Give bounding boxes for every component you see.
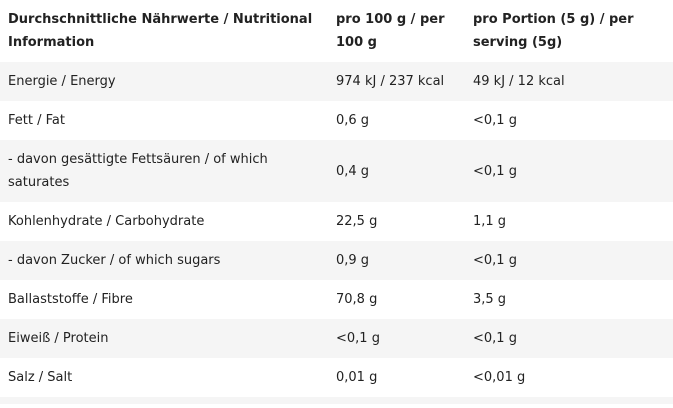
value-per-portion: <0,1 g xyxy=(473,113,517,128)
value-per-100g: 70,8 g xyxy=(336,292,378,307)
value-per-100g: 974 kJ / 237 kcal xyxy=(336,74,445,89)
value-per-portion: 3,5 g xyxy=(473,292,507,307)
header-nutrient: Durchschnittliche Nährwerte / Nutritiona… xyxy=(8,12,313,50)
value-per-portion: <0,1 g xyxy=(473,163,517,179)
nutrition-table: Durchschnittliche Nährwerte / Nutritiona… xyxy=(0,0,673,397)
row-saturates: - davon gesättigte Fettsäuren / of which… xyxy=(0,140,673,202)
nutrient-label: - davon Zucker / of which sugars xyxy=(8,253,221,268)
value-per-100g: 0,01 g xyxy=(336,370,378,385)
value-per-portion: 49 kJ / 12 kcal xyxy=(473,74,565,89)
header-row: Durchschnittliche Nährwerte / Nutritiona… xyxy=(0,0,673,62)
row-protein: Eiweiß / Protein <0,1 g <0,1 g xyxy=(0,319,673,358)
nutrient-label: Eiweiß / Protein xyxy=(8,331,109,346)
row-fat: Fett / Fat 0,6 g <0,1 g xyxy=(0,101,673,140)
value-per-portion: 1,1 g xyxy=(473,214,507,229)
nutrient-label: Salz / Salt xyxy=(8,370,73,385)
nutrient-label: Energie / Energy xyxy=(8,74,116,89)
nutrient-label: Ballaststoffe / Fibre xyxy=(8,292,133,307)
value-per-100g: <0,1 g xyxy=(336,331,380,346)
table-header: Durchschnittliche Nährwerte / Nutritiona… xyxy=(0,0,673,62)
table-body: Energie / Energy 974 kJ / 237 kcal 49 kJ… xyxy=(0,62,673,397)
row-carbohydrate: Kohlenhydrate / Carbohydrate 22,5 g 1,1 … xyxy=(0,202,673,241)
value-per-100g: 22,5 g xyxy=(336,214,378,229)
table-bottom-stripe xyxy=(0,397,673,404)
nutrient-label: - davon gesättigte Fettsäuren / of which… xyxy=(8,152,268,190)
row-salt: Salz / Salt 0,01 g <0,01 g xyxy=(0,358,673,397)
row-energy: Energie / Energy 974 kJ / 237 kcal 49 kJ… xyxy=(0,62,673,101)
value-per-100g: 0,6 g xyxy=(336,113,370,128)
nutrient-label: Kohlenhydrate / Carbohydrate xyxy=(8,214,205,229)
header-per-100g: pro 100 g / per 100 g xyxy=(336,12,445,50)
value-per-portion: <0,1 g xyxy=(473,331,517,346)
row-sugars: - davon Zucker / of which sugars 0,9 g <… xyxy=(0,241,673,280)
value-per-portion: <0,1 g xyxy=(473,253,517,268)
header-per-portion: pro Portion (5 g) / per serving (5g) xyxy=(473,12,634,50)
value-per-100g: 0,9 g xyxy=(336,253,370,268)
value-per-portion: <0,01 g xyxy=(473,370,526,385)
value-per-100g: 0,4 g xyxy=(336,163,370,179)
nutrient-label: Fett / Fat xyxy=(8,113,65,128)
row-fibre: Ballaststoffe / Fibre 70,8 g 3,5 g xyxy=(0,280,673,319)
